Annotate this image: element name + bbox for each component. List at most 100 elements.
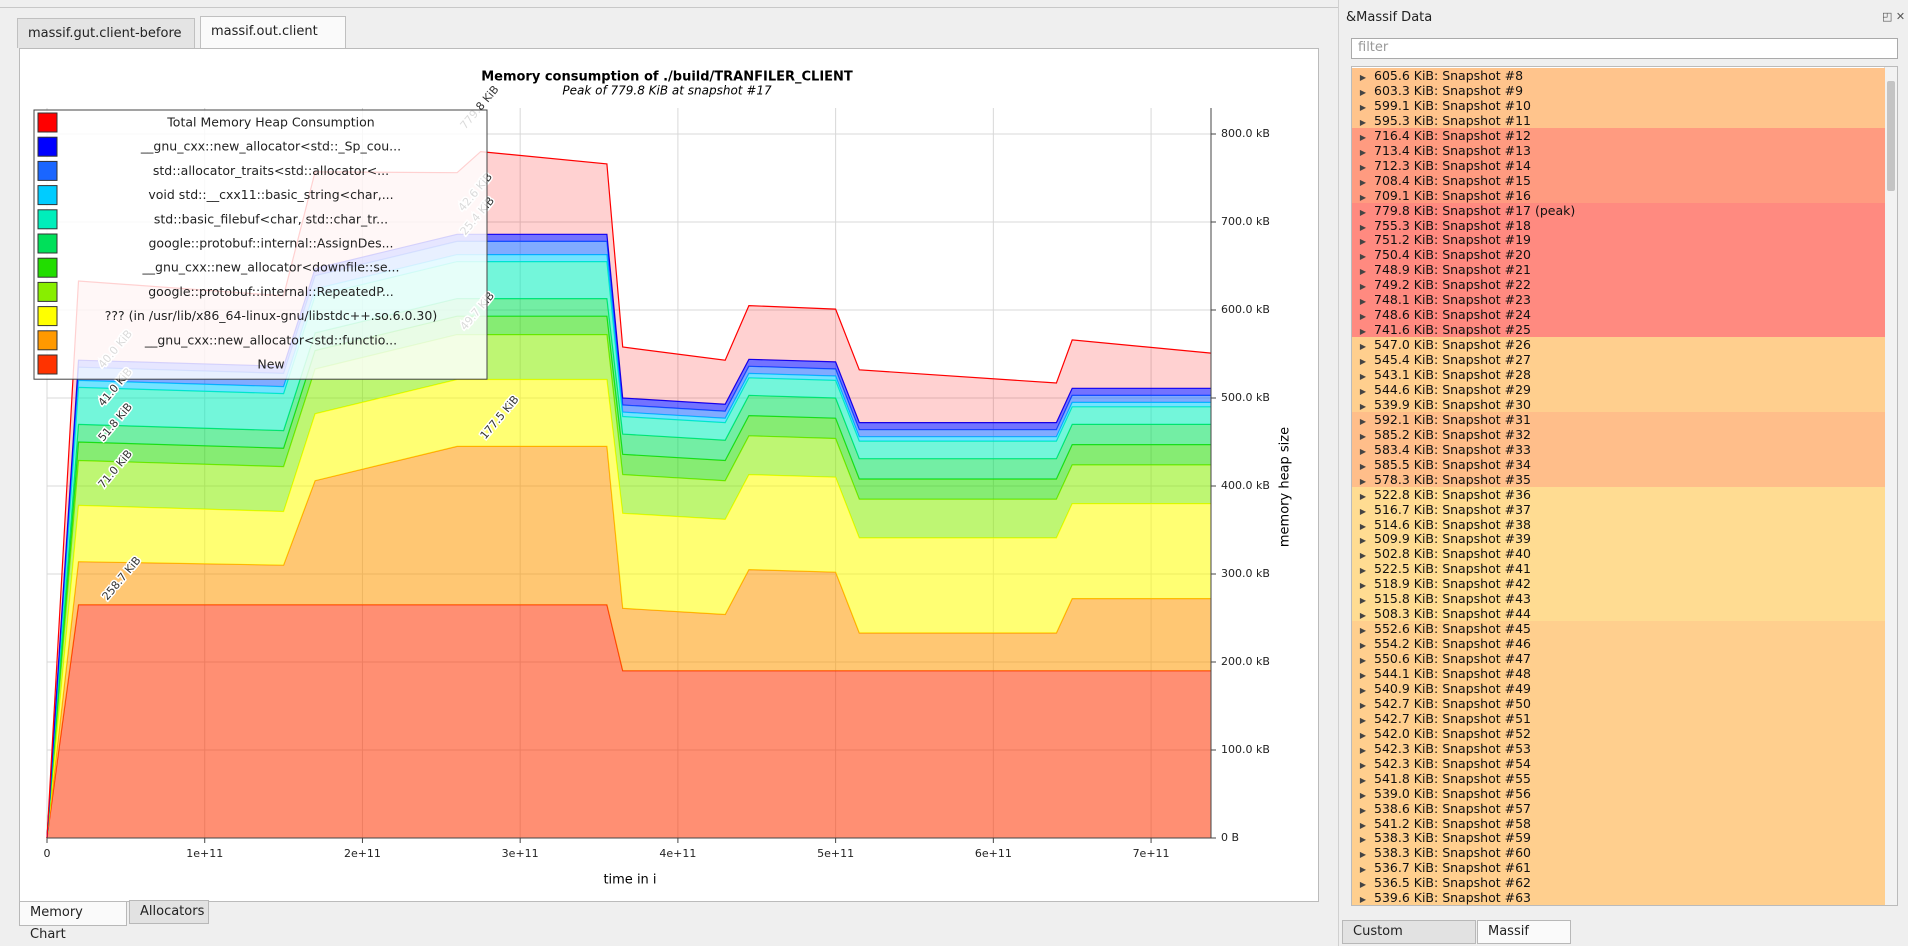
- snapshot-row[interactable]: ▶ 583.4 KiB: Snapshot #33: [1352, 441, 1885, 457]
- expand-arrow[interactable]: ▶: [1359, 192, 1367, 202]
- expand-arrow[interactable]: ▶: [1359, 865, 1367, 875]
- view-tab[interactable]: Memory Chart: [19, 902, 127, 942]
- snapshot-row[interactable]: ▶ 509.9 KiB: Snapshot #39: [1352, 531, 1885, 547]
- expand-arrow[interactable]: ▶: [1359, 521, 1367, 531]
- snapshot-row[interactable]: ▶ 544.6 KiB: Snapshot #29: [1352, 381, 1885, 397]
- snapshot-row[interactable]: ▶ 544.1 KiB: Snapshot #48: [1352, 666, 1885, 681]
- expand-arrow[interactable]: ▶: [1359, 357, 1367, 367]
- snapshot-row[interactable]: ▶ 514.6 KiB: Snapshot #38: [1352, 516, 1885, 532]
- expand-arrow[interactable]: ▶: [1359, 282, 1367, 292]
- expand-arrow[interactable]: ▶: [1359, 252, 1367, 262]
- snapshot-row[interactable]: ▶ 605.6 KiB: Snapshot #8: [1352, 68, 1885, 83]
- scroll-thumb[interactable]: [1887, 81, 1895, 191]
- snapshot-row[interactable]: ▶ 741.6 KiB: Snapshot #25: [1352, 322, 1885, 338]
- snapshot-row[interactable]: ▶ 578.3 KiB: Snapshot #35: [1352, 471, 1885, 487]
- expand-arrow[interactable]: ▶: [1359, 401, 1367, 411]
- snapshot-row[interactable]: ▶ 542.3 KiB: Snapshot #53: [1352, 740, 1885, 756]
- snapshot-row[interactable]: ▶ 536.5 KiB: Snapshot #62: [1352, 875, 1885, 891]
- snapshot-row[interactable]: ▶ 538.3 KiB: Snapshot #59: [1352, 830, 1885, 846]
- expand-arrow[interactable]: ▶: [1359, 312, 1367, 322]
- expand-arrow[interactable]: ▶: [1359, 327, 1367, 337]
- snapshot-row[interactable]: ▶ 522.8 KiB: Snapshot #36: [1352, 486, 1885, 502]
- snapshot-row[interactable]: ▶ 550.6 KiB: Snapshot #47: [1352, 651, 1885, 667]
- expand-arrow[interactable]: ▶: [1359, 805, 1367, 815]
- snapshot-row[interactable]: ▶ 515.8 KiB: Snapshot #43: [1352, 591, 1885, 607]
- expand-arrow[interactable]: ▶: [1359, 611, 1367, 621]
- expand-arrow[interactable]: ▶: [1359, 386, 1367, 396]
- snapshot-row[interactable]: ▶ 539.6 KiB: Snapshot #63: [1352, 890, 1885, 905]
- expand-arrow[interactable]: ▶: [1359, 297, 1367, 307]
- snapshot-row[interactable]: ▶ 538.6 KiB: Snapshot #57: [1352, 800, 1885, 816]
- snapshot-row[interactable]: ▶ 779.8 KiB: Snapshot #17 (peak): [1352, 202, 1885, 218]
- expand-arrow[interactable]: ▶: [1359, 446, 1367, 456]
- scrollbar[interactable]: [1884, 67, 1897, 905]
- expand-arrow[interactable]: ▶: [1359, 835, 1367, 845]
- snapshot-row[interactable]: ▶ 545.4 KiB: Snapshot #27: [1352, 352, 1885, 368]
- expand-arrow[interactable]: ▶: [1359, 775, 1367, 785]
- expand-arrow[interactable]: ▶: [1359, 117, 1367, 127]
- expand-arrow[interactable]: ▶: [1359, 760, 1367, 770]
- snapshot-row[interactable]: ▶ 712.3 KiB: Snapshot #14: [1352, 157, 1885, 173]
- panel-buttons[interactable]: ◰ ✕: [1882, 10, 1906, 23]
- expand-arrow[interactable]: ▶: [1359, 267, 1367, 277]
- snapshot-row[interactable]: ▶ 516.7 KiB: Snapshot #37: [1352, 501, 1885, 517]
- snapshot-row[interactable]: ▶ 541.2 KiB: Snapshot #58: [1352, 815, 1885, 831]
- expand-arrow[interactable]: ▶: [1359, 102, 1367, 112]
- expand-arrow[interactable]: ▶: [1359, 566, 1367, 576]
- snapshot-row[interactable]: ▶ 538.3 KiB: Snapshot #60: [1352, 845, 1885, 861]
- expand-arrow[interactable]: ▶: [1359, 476, 1367, 486]
- expand-arrow[interactable]: ▶: [1359, 416, 1367, 426]
- expand-arrow[interactable]: ▶: [1359, 671, 1367, 680]
- expand-arrow[interactable]: ▶: [1359, 745, 1367, 755]
- expand-arrow[interactable]: ▶: [1359, 87, 1367, 97]
- dock-tab[interactable]: Custom Allocators: [1342, 920, 1476, 944]
- expand-arrow[interactable]: ▶: [1359, 342, 1367, 352]
- file-tab[interactable]: massif.gut.client-before✕: [17, 18, 195, 71]
- expand-arrow[interactable]: ▶: [1359, 147, 1367, 157]
- snapshot-row[interactable]: ▶ 540.9 KiB: Snapshot #49: [1352, 680, 1885, 696]
- expand-arrow[interactable]: ▶: [1359, 237, 1367, 247]
- snapshot-row[interactable]: ▶ 542.7 KiB: Snapshot #50: [1352, 695, 1885, 711]
- snapshot-row[interactable]: ▶ 709.1 KiB: Snapshot #16: [1352, 187, 1885, 203]
- snapshot-row[interactable]: ▶ 552.6 KiB: Snapshot #45: [1352, 621, 1885, 637]
- expand-arrow[interactable]: ▶: [1359, 162, 1367, 172]
- snapshot-row[interactable]: ▶ 592.1 KiB: Snapshot #31: [1352, 411, 1885, 427]
- snapshot-row[interactable]: ▶ 522.5 KiB: Snapshot #41: [1352, 561, 1885, 577]
- snapshot-row[interactable]: ▶ 599.1 KiB: Snapshot #10: [1352, 97, 1885, 113]
- expand-arrow[interactable]: ▶: [1359, 685, 1367, 695]
- expand-arrow[interactable]: ▶: [1359, 700, 1367, 710]
- snapshot-row[interactable]: ▶ 751.2 KiB: Snapshot #19: [1352, 232, 1885, 248]
- expand-arrow[interactable]: ▶: [1359, 461, 1367, 471]
- expand-arrow[interactable]: ▶: [1359, 491, 1367, 501]
- expand-arrow[interactable]: ▶: [1359, 177, 1367, 187]
- snapshot-row[interactable]: ▶ 603.3 KiB: Snapshot #9: [1352, 82, 1885, 98]
- expand-arrow[interactable]: ▶: [1359, 222, 1367, 232]
- expand-arrow[interactable]: ▶: [1359, 73, 1367, 82]
- snapshot-row[interactable]: ▶ 542.7 KiB: Snapshot #51: [1352, 710, 1885, 726]
- file-tab[interactable]: massif.out.client✕: [200, 16, 346, 69]
- view-tab[interactable]: Allocators: [129, 900, 209, 924]
- snapshot-row[interactable]: ▶ 749.2 KiB: Snapshot #22: [1352, 277, 1885, 293]
- expand-arrow[interactable]: ▶: [1359, 431, 1367, 441]
- expand-arrow[interactable]: ▶: [1359, 372, 1367, 381]
- snapshot-row[interactable]: ▶ 543.1 KiB: Snapshot #28: [1352, 367, 1885, 382]
- expand-arrow[interactable]: ▶: [1359, 596, 1367, 606]
- expand-arrow[interactable]: ▶: [1359, 850, 1367, 860]
- snapshot-row[interactable]: ▶ 539.0 KiB: Snapshot #56: [1352, 785, 1885, 801]
- snapshot-row[interactable]: ▶ 508.3 KiB: Snapshot #44: [1352, 606, 1885, 622]
- snapshot-row[interactable]: ▶ 585.5 KiB: Snapshot #34: [1352, 456, 1885, 472]
- expand-arrow[interactable]: ▶: [1359, 626, 1367, 636]
- expand-arrow[interactable]: ▶: [1359, 790, 1367, 800]
- snapshot-row[interactable]: ▶ 750.4 KiB: Snapshot #20: [1352, 247, 1885, 263]
- snapshot-row[interactable]: ▶ 541.8 KiB: Snapshot #55: [1352, 770, 1885, 786]
- expand-arrow[interactable]: ▶: [1359, 820, 1367, 830]
- snapshot-row[interactable]: ▶ 595.3 KiB: Snapshot #11: [1352, 112, 1885, 128]
- snapshot-row[interactable]: ▶ 542.3 KiB: Snapshot #54: [1352, 755, 1885, 771]
- expand-arrow[interactable]: ▶: [1359, 730, 1367, 740]
- expand-arrow[interactable]: ▶: [1359, 895, 1367, 905]
- snapshot-row[interactable]: ▶ 708.4 KiB: Snapshot #15: [1352, 172, 1885, 188]
- expand-arrow[interactable]: ▶: [1359, 536, 1367, 546]
- expand-arrow[interactable]: ▶: [1359, 641, 1367, 651]
- snapshot-row[interactable]: ▶ 755.3 KiB: Snapshot #18: [1352, 217, 1885, 233]
- snapshot-row[interactable]: ▶ 518.9 KiB: Snapshot #42: [1352, 576, 1885, 592]
